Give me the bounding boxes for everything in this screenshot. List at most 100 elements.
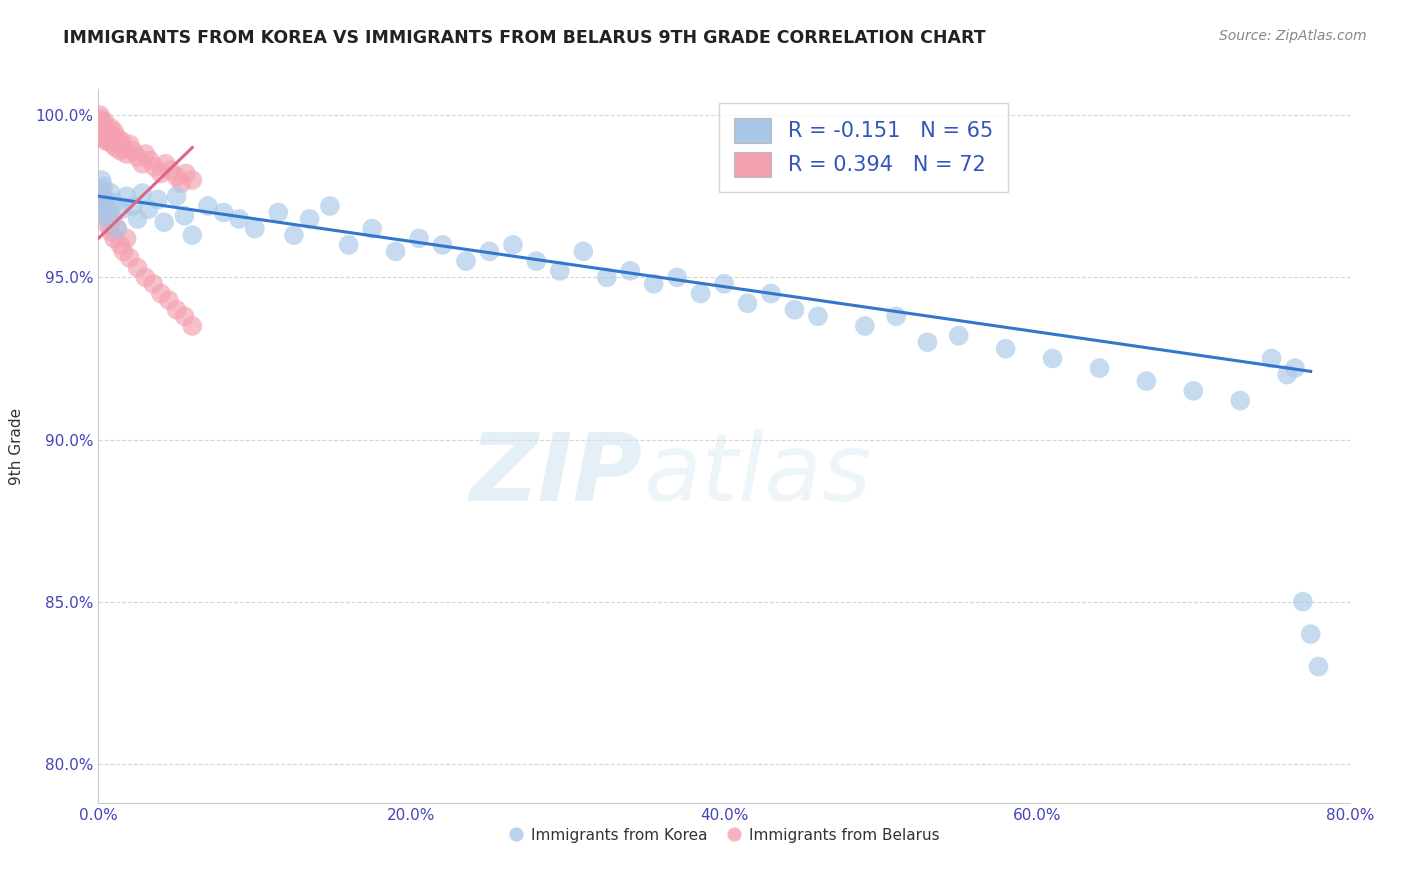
Point xyxy=(100,225,122,239)
Point xyxy=(619,264,641,278)
Point xyxy=(96,211,118,226)
Point xyxy=(100,131,122,145)
Point xyxy=(105,221,128,235)
Point xyxy=(807,310,830,324)
Point xyxy=(93,131,115,145)
Point xyxy=(319,199,342,213)
Point xyxy=(89,189,111,203)
Point xyxy=(98,128,121,142)
Point xyxy=(243,221,266,235)
Point xyxy=(91,121,114,136)
Point xyxy=(97,205,120,219)
Point xyxy=(737,296,759,310)
Point xyxy=(157,293,180,307)
Point xyxy=(572,244,595,259)
Point xyxy=(89,108,111,122)
Point xyxy=(1088,361,1111,376)
Point xyxy=(103,124,125,138)
Point xyxy=(146,193,169,207)
Point xyxy=(181,318,204,333)
Point xyxy=(105,131,128,145)
Point xyxy=(104,140,127,154)
Point xyxy=(103,231,125,245)
Point xyxy=(103,195,125,210)
Point xyxy=(994,342,1017,356)
Point xyxy=(89,121,111,136)
Point xyxy=(212,205,235,219)
Point xyxy=(783,302,806,317)
Text: IMMIGRANTS FROM KOREA VS IMMIGRANTS FROM BELARUS 9TH GRADE CORRELATION CHART: IMMIGRANTS FROM KOREA VS IMMIGRANTS FROM… xyxy=(63,29,986,46)
Point xyxy=(100,186,122,200)
Point xyxy=(150,286,173,301)
Point xyxy=(110,144,132,158)
Point xyxy=(96,134,118,148)
Point xyxy=(1229,393,1251,408)
Point xyxy=(89,112,111,126)
Point xyxy=(283,228,305,243)
Point xyxy=(91,118,114,132)
Point xyxy=(432,238,454,252)
Point xyxy=(111,202,134,217)
Point xyxy=(181,228,204,243)
Point xyxy=(110,238,132,252)
Point xyxy=(298,211,321,226)
Point xyxy=(1308,659,1330,673)
Point xyxy=(98,134,121,148)
Point xyxy=(91,202,114,217)
Point xyxy=(97,131,120,145)
Text: ZIP: ZIP xyxy=(470,428,643,521)
Point xyxy=(643,277,665,291)
Point xyxy=(127,150,149,164)
Point xyxy=(127,260,149,275)
Point xyxy=(155,157,177,171)
Point xyxy=(166,189,188,203)
Point xyxy=(548,264,571,278)
Point xyxy=(107,137,129,152)
Point xyxy=(384,244,406,259)
Point xyxy=(267,205,290,219)
Point xyxy=(90,114,112,128)
Point xyxy=(159,163,181,178)
Point xyxy=(337,238,360,252)
Point xyxy=(101,211,124,226)
Point xyxy=(115,231,138,245)
Point xyxy=(115,147,138,161)
Point xyxy=(89,114,111,128)
Point xyxy=(173,209,195,223)
Point xyxy=(89,118,111,132)
Point xyxy=(96,128,118,142)
Point xyxy=(853,318,876,333)
Point xyxy=(150,167,173,181)
Point xyxy=(93,124,115,138)
Point xyxy=(173,310,195,324)
Point xyxy=(91,128,114,142)
Point xyxy=(478,244,501,259)
Point xyxy=(90,195,112,210)
Point xyxy=(101,137,124,152)
Point xyxy=(93,209,115,223)
Point xyxy=(1260,351,1282,366)
Point xyxy=(948,328,970,343)
Point xyxy=(100,121,122,136)
Point xyxy=(689,286,711,301)
Point xyxy=(138,202,160,217)
Point xyxy=(112,244,135,259)
Y-axis label: 9th Grade: 9th Grade xyxy=(10,408,24,484)
Text: atlas: atlas xyxy=(643,429,870,520)
Point xyxy=(170,176,193,190)
Point xyxy=(502,238,524,252)
Point xyxy=(884,310,907,324)
Point xyxy=(181,173,204,187)
Point xyxy=(90,124,112,138)
Point xyxy=(91,189,114,203)
Point xyxy=(112,140,135,154)
Point xyxy=(134,270,156,285)
Point xyxy=(228,211,250,226)
Point xyxy=(666,270,689,285)
Point xyxy=(197,199,219,213)
Point xyxy=(917,335,939,350)
Point xyxy=(1292,595,1315,609)
Point xyxy=(174,167,197,181)
Point xyxy=(97,124,120,138)
Point xyxy=(142,277,165,291)
